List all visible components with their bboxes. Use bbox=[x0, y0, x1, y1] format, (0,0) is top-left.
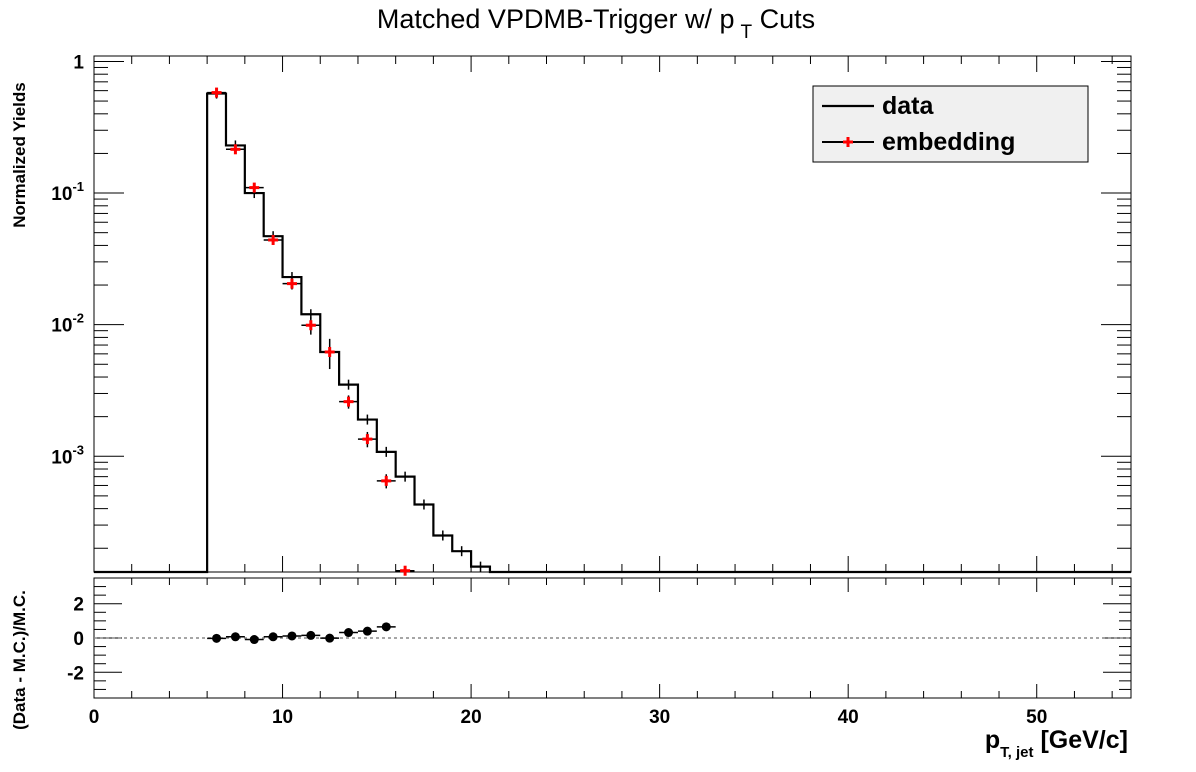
chart-title-end: Cuts bbox=[752, 4, 815, 34]
ratio-point bbox=[263, 632, 283, 642]
bottom-ylabel: (Data - M.C.)/M.C. bbox=[10, 590, 29, 730]
data-histogram-step bbox=[94, 92, 1131, 574]
y-tick-label: 2 bbox=[73, 595, 84, 616]
x-tick-label: 10 bbox=[272, 707, 293, 728]
ratio-point bbox=[207, 633, 226, 643]
chart-title-main: Matched VPDMB-Trigger w/ p bbox=[377, 4, 735, 34]
embedding-point bbox=[207, 87, 226, 98]
x-axis-label-main: p bbox=[985, 726, 1000, 754]
ratio-marker bbox=[381, 622, 391, 632]
y-tick-label-base: 1 bbox=[73, 52, 84, 73]
ratio-marker bbox=[230, 632, 240, 642]
x-tick-label: 0 bbox=[89, 707, 100, 728]
ratio-point bbox=[282, 631, 302, 641]
embedding-points bbox=[207, 87, 415, 576]
x-tick-label: 20 bbox=[461, 707, 482, 728]
ratio-point bbox=[225, 632, 245, 642]
ratio-marker bbox=[287, 631, 297, 641]
embedding-point bbox=[320, 338, 340, 370]
ratio-points bbox=[207, 622, 396, 645]
y-tick-label-base: 10 bbox=[51, 184, 72, 205]
embedding-point bbox=[244, 182, 264, 193]
ratio-point bbox=[376, 622, 396, 632]
embedding-point bbox=[357, 431, 377, 448]
top-ylabel: Normalized Yields bbox=[10, 82, 29, 228]
y-tick-label: 10-3 bbox=[51, 442, 84, 468]
ratio-marker bbox=[306, 630, 316, 640]
x-tick-label: 50 bbox=[1026, 707, 1047, 728]
ratio-marker bbox=[268, 632, 278, 642]
ratio-marker bbox=[344, 628, 354, 638]
embedding-point bbox=[225, 144, 245, 155]
legend-box bbox=[812, 85, 1089, 163]
ratio-marker bbox=[362, 626, 372, 636]
legend-data-label: data bbox=[882, 92, 935, 120]
y-tick-label-exp: -3 bbox=[72, 442, 84, 457]
x-tick-label: 30 bbox=[649, 707, 670, 728]
ratio-point bbox=[357, 626, 377, 636]
y-tick-label: 10-2 bbox=[51, 311, 84, 337]
x-axis-label-end: [GeV/c] bbox=[1034, 726, 1128, 754]
y-tick-label: 10-1 bbox=[51, 179, 84, 205]
legend-embedding-label: embedding bbox=[882, 128, 1015, 156]
ratio-point bbox=[320, 633, 340, 643]
y-tick-label-base: 10 bbox=[51, 316, 72, 337]
embedding-point bbox=[376, 474, 396, 489]
y-tick-label-exp: -2 bbox=[72, 311, 84, 326]
y-tick-label-base: 10 bbox=[51, 447, 72, 468]
ratio-point bbox=[301, 630, 321, 640]
ratio-point bbox=[339, 628, 358, 638]
x-axis-label-sub: T, jet bbox=[1000, 744, 1033, 761]
legend-embedding-marker bbox=[843, 137, 853, 147]
legend: data embedding bbox=[812, 85, 1089, 163]
y-tick-label: -2 bbox=[67, 663, 84, 684]
chart-title-sub: T bbox=[740, 22, 752, 43]
embedding-point bbox=[395, 565, 415, 576]
ratio-marker bbox=[212, 633, 222, 643]
y-tick-label: 0 bbox=[73, 629, 84, 650]
top-panel-ticks: 110-110-210-3 bbox=[51, 52, 1131, 572]
y-tick-label: 1 bbox=[73, 52, 84, 73]
ratio-point bbox=[244, 635, 264, 645]
embedding-point bbox=[263, 234, 283, 245]
x-axis-label: pT, jet [GeV/c] bbox=[985, 726, 1128, 761]
ratio-marker bbox=[325, 633, 335, 643]
embedding-point bbox=[282, 278, 302, 290]
y-tick-label-exp: -1 bbox=[72, 179, 84, 194]
data-error-bars bbox=[215, 88, 482, 572]
embedding-point bbox=[301, 317, 321, 335]
embedding-point bbox=[339, 395, 358, 409]
ratio-marker bbox=[249, 635, 259, 645]
x-tick-label: 40 bbox=[838, 707, 859, 728]
